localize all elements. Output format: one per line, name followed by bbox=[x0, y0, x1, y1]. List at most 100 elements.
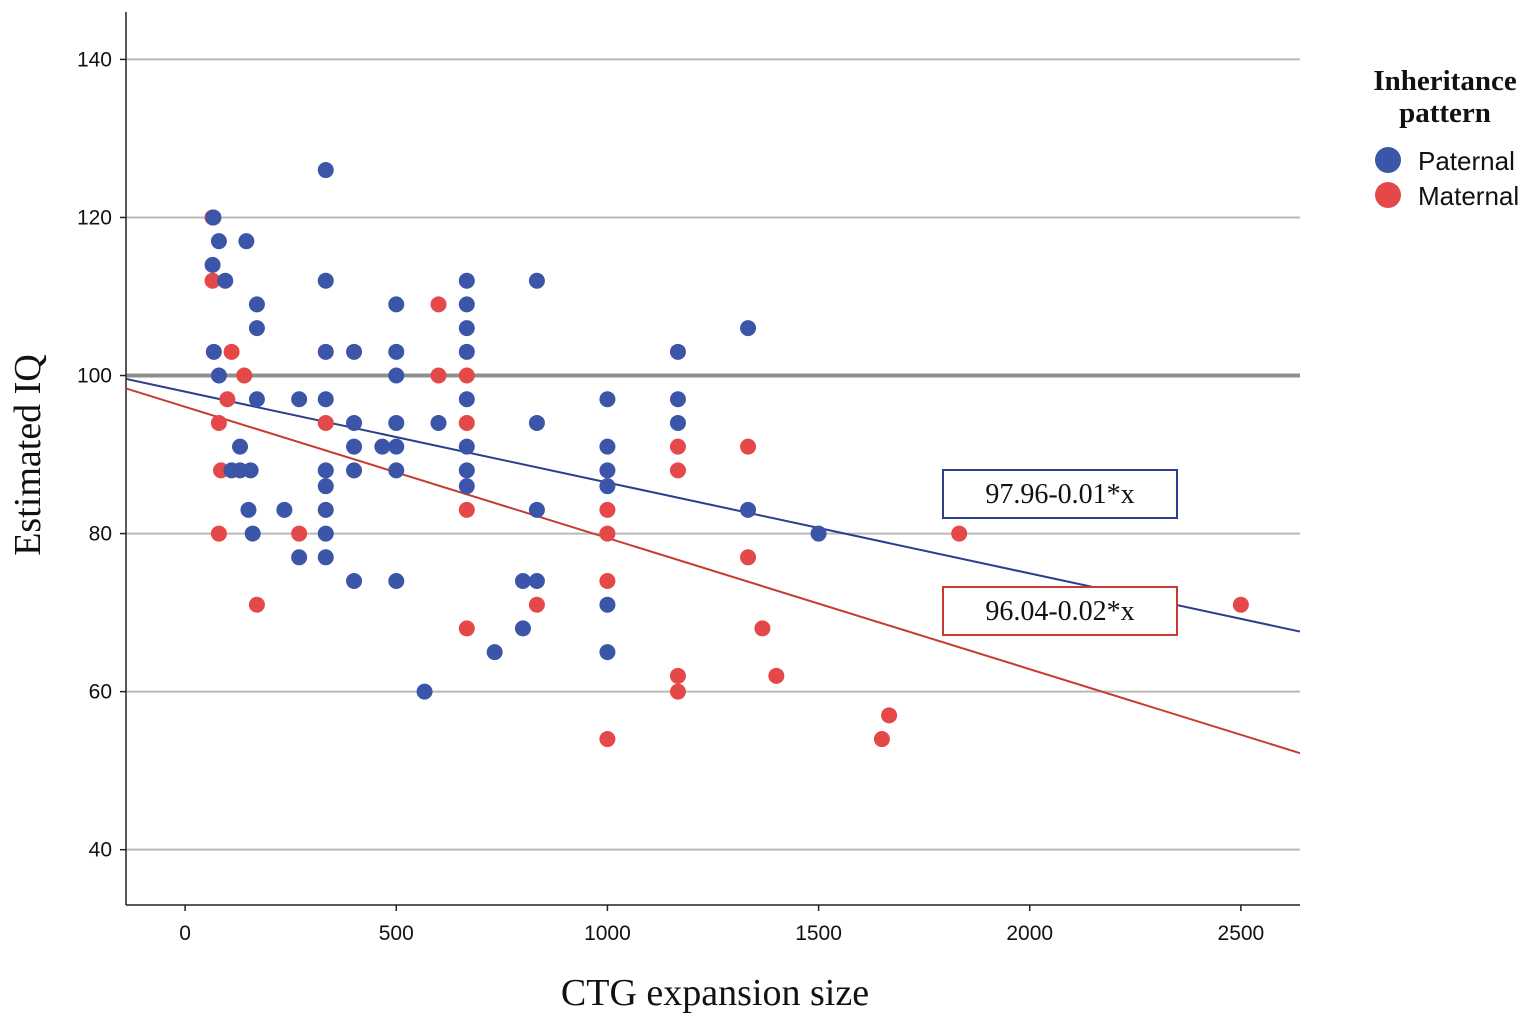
point-paternal-60 bbox=[599, 462, 616, 479]
point-paternal-12 bbox=[244, 525, 261, 542]
point-paternal-37 bbox=[388, 414, 405, 431]
point-maternal-10 bbox=[317, 414, 334, 431]
point-maternal-23 bbox=[669, 462, 686, 479]
gridlines bbox=[126, 58, 1300, 851]
point-paternal-1 bbox=[210, 233, 227, 250]
y-axis-ticks: 40 60 80 100 120 140 bbox=[77, 48, 126, 862]
x-tick-label-1000: 1000 bbox=[584, 922, 631, 945]
point-paternal-69 bbox=[810, 525, 827, 542]
point-paternal-9 bbox=[238, 233, 255, 250]
point-maternal-7 bbox=[236, 367, 253, 384]
point-paternal-46 bbox=[458, 343, 475, 360]
point-paternal-15 bbox=[248, 391, 265, 408]
legend-title-line1: Inheritance bbox=[1373, 65, 1517, 97]
point-maternal-9 bbox=[291, 525, 308, 542]
point-paternal-27 bbox=[317, 549, 334, 566]
legend-marker-paternal bbox=[1375, 147, 1401, 173]
x-tick-label-2500: 2500 bbox=[1218, 922, 1265, 945]
point-paternal-11 bbox=[242, 462, 259, 479]
point-paternal-65 bbox=[669, 391, 686, 408]
point-maternal-32 bbox=[951, 525, 968, 542]
point-maternal-13 bbox=[458, 367, 475, 384]
point-paternal-63 bbox=[599, 644, 616, 661]
point-paternal-30 bbox=[346, 438, 363, 455]
legend-label-paternal: Paternal bbox=[1418, 146, 1515, 176]
point-paternal-4 bbox=[205, 343, 222, 360]
point-paternal-44 bbox=[458, 296, 475, 313]
point-paternal-62 bbox=[599, 596, 616, 613]
point-paternal-53 bbox=[514, 620, 531, 637]
point-paternal-35 bbox=[388, 343, 405, 360]
equation-labels: 97.96-0.01*x 96.04-0.02*x bbox=[942, 469, 1178, 636]
point-paternal-21 bbox=[317, 343, 334, 360]
point-paternal-14 bbox=[248, 320, 265, 337]
point-paternal-2 bbox=[204, 256, 221, 273]
x-axis-ticks: 0 500 1000 1500 2000 2500 bbox=[179, 905, 1264, 945]
point-paternal-57 bbox=[528, 572, 545, 589]
point-maternal-3 bbox=[210, 525, 227, 542]
point-paternal-3 bbox=[217, 272, 234, 289]
point-maternal-6 bbox=[223, 343, 240, 360]
point-paternal-43 bbox=[458, 272, 475, 289]
legend-title-line2: pattern bbox=[1399, 97, 1491, 129]
point-maternal-26 bbox=[740, 438, 757, 455]
point-maternal-24 bbox=[669, 667, 686, 684]
x-tick-label-0: 0 bbox=[179, 922, 191, 945]
point-paternal-24 bbox=[317, 478, 334, 495]
point-maternal-12 bbox=[430, 367, 447, 384]
point-paternal-68 bbox=[740, 501, 757, 518]
point-maternal-22 bbox=[669, 438, 686, 455]
point-maternal-1 bbox=[204, 272, 221, 289]
x-axis-title: CTG expansion size bbox=[561, 972, 869, 1014]
y-tick-label-120: 120 bbox=[77, 206, 112, 229]
point-maternal-33 bbox=[1232, 596, 1249, 613]
x-tick-label-1500: 1500 bbox=[795, 922, 842, 945]
point-paternal-33 bbox=[374, 438, 391, 455]
fit-lines bbox=[125, 377, 1301, 755]
point-paternal-59 bbox=[599, 438, 616, 455]
point-paternal-66 bbox=[669, 414, 686, 431]
equation-text-paternal: 97.96-0.01*x bbox=[985, 479, 1134, 510]
point-paternal-13 bbox=[248, 296, 265, 313]
x-tick-label-500: 500 bbox=[379, 922, 414, 945]
point-maternal-20 bbox=[599, 572, 616, 589]
point-paternal-10 bbox=[240, 501, 257, 518]
point-paternal-41 bbox=[416, 683, 433, 700]
point-paternal-48 bbox=[458, 438, 475, 455]
equation-box-paternal bbox=[942, 469, 1178, 519]
point-paternal-22 bbox=[317, 391, 334, 408]
legend-marker-maternal bbox=[1375, 182, 1401, 208]
point-paternal-5 bbox=[210, 367, 227, 384]
point-paternal-31 bbox=[346, 462, 363, 479]
point-paternal-38 bbox=[388, 438, 405, 455]
point-paternal-19 bbox=[317, 162, 334, 179]
point-paternal-28 bbox=[346, 343, 363, 360]
data-points bbox=[204, 162, 1249, 748]
y-axis-title: Estimated IQ bbox=[7, 354, 49, 556]
point-maternal-27 bbox=[740, 549, 757, 566]
point-paternal-54 bbox=[528, 272, 545, 289]
point-maternal-2 bbox=[210, 414, 227, 431]
point-paternal-55 bbox=[528, 414, 545, 431]
point-paternal-23 bbox=[317, 462, 334, 479]
point-paternal-7 bbox=[232, 438, 249, 455]
point-paternal-0 bbox=[205, 209, 222, 226]
point-paternal-32 bbox=[346, 572, 363, 589]
point-maternal-28 bbox=[754, 620, 771, 637]
legend-label-maternal: Maternal bbox=[1418, 181, 1519, 211]
legend: Inheritance pattern Paternal Maternal bbox=[1373, 65, 1519, 211]
point-maternal-14 bbox=[458, 414, 475, 431]
point-paternal-50 bbox=[458, 478, 475, 495]
point-paternal-61 bbox=[599, 478, 616, 495]
point-maternal-11 bbox=[430, 296, 447, 313]
point-paternal-67 bbox=[740, 320, 757, 337]
point-paternal-49 bbox=[458, 462, 475, 479]
point-maternal-31 bbox=[881, 707, 898, 724]
y-tick-label-40: 40 bbox=[89, 839, 112, 862]
point-paternal-34 bbox=[388, 296, 405, 313]
point-paternal-45 bbox=[458, 320, 475, 337]
point-paternal-40 bbox=[388, 572, 405, 589]
point-paternal-51 bbox=[486, 644, 503, 661]
point-paternal-39 bbox=[388, 462, 405, 479]
y-tick-label-140: 140 bbox=[77, 48, 112, 71]
